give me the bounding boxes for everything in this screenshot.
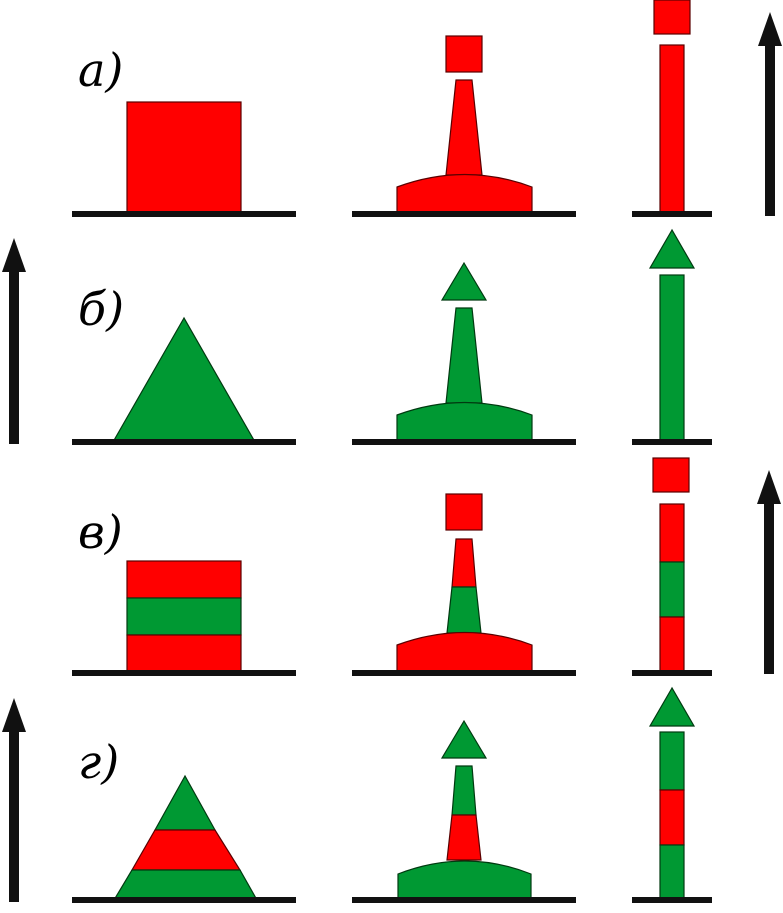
row-c-buoy <box>352 493 576 676</box>
row-c-buoy-topmark-square <box>445 493 483 531</box>
row-d-spar-baseline <box>632 897 712 903</box>
row-c-spar-baseline <box>632 670 712 676</box>
row-d: г) <box>2 686 712 903</box>
row-c-daymark-band-2 <box>126 597 242 636</box>
up-arrow-right-icon <box>757 470 781 674</box>
row-c-label: в) <box>78 505 123 559</box>
row-c-buoy-mast-band-1 <box>451 538 477 588</box>
row-d-daymark-band-2 <box>130 829 242 871</box>
row-d-buoy-mast-band-1 <box>451 765 477 816</box>
row-d-daymark-baseline <box>72 897 296 903</box>
row-a-buoy <box>352 35 576 217</box>
row-b-daymark-triangle <box>111 316 257 443</box>
row-d-spar-band-1 <box>659 731 685 791</box>
row-c-buoy-baseline <box>352 670 576 676</box>
row-b-buoy-base <box>396 401 533 442</box>
row-b-spar <box>632 228 712 445</box>
row-c-spar-band-3 <box>659 616 685 673</box>
row-b-spar-baseline <box>632 439 712 445</box>
row-b-spar-topmark-triangle <box>648 228 696 269</box>
row-b-spar-body <box>659 274 685 442</box>
row-d-buoy-topmark-triangle <box>440 719 488 759</box>
row-a-buoy-topmark-square <box>445 35 483 73</box>
row-a-spar <box>632 0 712 217</box>
row-b-buoy-topmark-triangle <box>440 261 488 301</box>
up-arrow-left-icon <box>2 698 26 902</box>
row-c-daymark-band-3 <box>126 634 242 673</box>
row-c: в) <box>72 457 781 676</box>
row-a-spar-baseline <box>632 211 712 217</box>
row-a-daymark-baseline <box>72 211 296 217</box>
row-d-spar-topmark-triangle <box>648 686 696 727</box>
row-c-daymark-square <box>126 560 242 673</box>
row-b: б) <box>2 228 712 445</box>
row-b-buoy <box>352 261 576 445</box>
row-b-label: б) <box>78 282 124 336</box>
row-a-buoy-base <box>396 173 533 215</box>
row-c-spar-band-2 <box>659 561 685 618</box>
row-c-daymark-band-1 <box>126 560 242 599</box>
row-d-buoy <box>352 719 576 903</box>
row-a-buoy-baseline <box>352 211 576 217</box>
up-arrow-left-icon <box>2 238 26 444</box>
row-d-buoy-base <box>397 860 532 901</box>
row-a-spar-body <box>659 44 685 215</box>
row-d-buoy-mast-band-2 <box>446 814 482 861</box>
row-c-daymark-baseline <box>72 670 296 676</box>
row-a-daymark-square <box>126 101 242 215</box>
row-a-spar-topmark-square <box>653 0 691 35</box>
row-d-label: г) <box>78 735 119 789</box>
row-d-daymark-band-1 <box>153 774 217 831</box>
up-arrow-right-icon <box>758 12 782 216</box>
row-b-buoy-mast <box>445 307 483 404</box>
row-a: а) <box>72 0 782 217</box>
row-b-buoy-baseline <box>352 439 576 445</box>
row-c-spar-band-1 <box>659 503 685 563</box>
row-d-spar-band-3 <box>659 844 685 901</box>
row-a-label: а) <box>78 43 123 97</box>
row-c-spar-topmark-square <box>652 457 690 493</box>
row-d-daymark-triangle <box>112 774 259 901</box>
row-d-spar <box>632 686 712 903</box>
row-d-spar-band-2 <box>659 789 685 846</box>
row-c-spar <box>632 457 712 676</box>
row-b-daymark-baseline <box>72 439 296 445</box>
row-c-buoy-base <box>396 631 533 673</box>
row-d-daymark-band-3 <box>112 869 259 901</box>
row-a-buoy-mast <box>445 79 483 176</box>
row-d-buoy-baseline <box>352 897 576 903</box>
row-c-buoy-mast-band-2 <box>446 586 482 634</box>
